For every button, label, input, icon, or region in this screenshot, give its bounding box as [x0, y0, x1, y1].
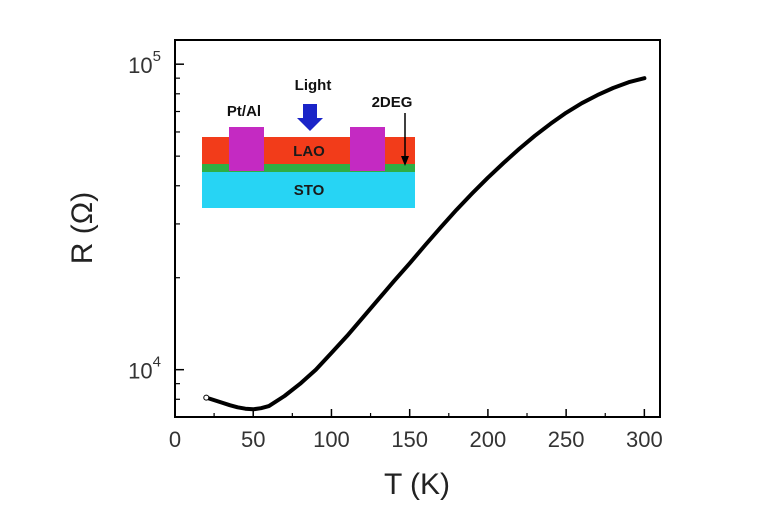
series-start-marker — [203, 394, 210, 401]
x-axis-ticks: 0 50 100 150 200 250 300 — [169, 409, 663, 452]
sto-substrate-layer — [202, 172, 415, 208]
y-axis-ticks: 104 105 — [128, 48, 184, 400]
x-tick-label: 150 — [391, 427, 428, 452]
x-tick-label: 200 — [470, 427, 507, 452]
x-tick-label: 50 — [241, 427, 265, 452]
electrode-label: Pt/Al — [227, 103, 261, 120]
y-axis-title: R (Ω) — [66, 192, 99, 264]
x-tick-label: 300 — [626, 427, 663, 452]
series-line — [204, 76, 647, 412]
sto-label: STO — [294, 182, 325, 199]
light-label: Light — [295, 77, 332, 94]
y-tick-label: 105 — [128, 48, 161, 78]
x-tick-label: 100 — [313, 427, 350, 452]
x-tick-label: 0 — [169, 427, 181, 452]
right-electrode — [350, 127, 385, 171]
lao-label: LAO — [293, 143, 325, 160]
device-schematic-inset: Pt/Al Light 2DEG LAO STO — [202, 77, 415, 208]
x-axis-title: T (K) — [384, 468, 450, 501]
y-tick-label: 104 — [128, 354, 161, 384]
light-arrow-icon — [297, 104, 323, 131]
2deg-label: 2DEG — [372, 94, 413, 111]
x-tick-label: 250 — [548, 427, 585, 452]
data-series — [203, 76, 647, 412]
2deg-interface-layer — [202, 164, 415, 172]
left-electrode — [229, 127, 264, 171]
plot-frame — [174, 39, 661, 418]
2deg-pointer-arrowhead — [401, 156, 409, 166]
